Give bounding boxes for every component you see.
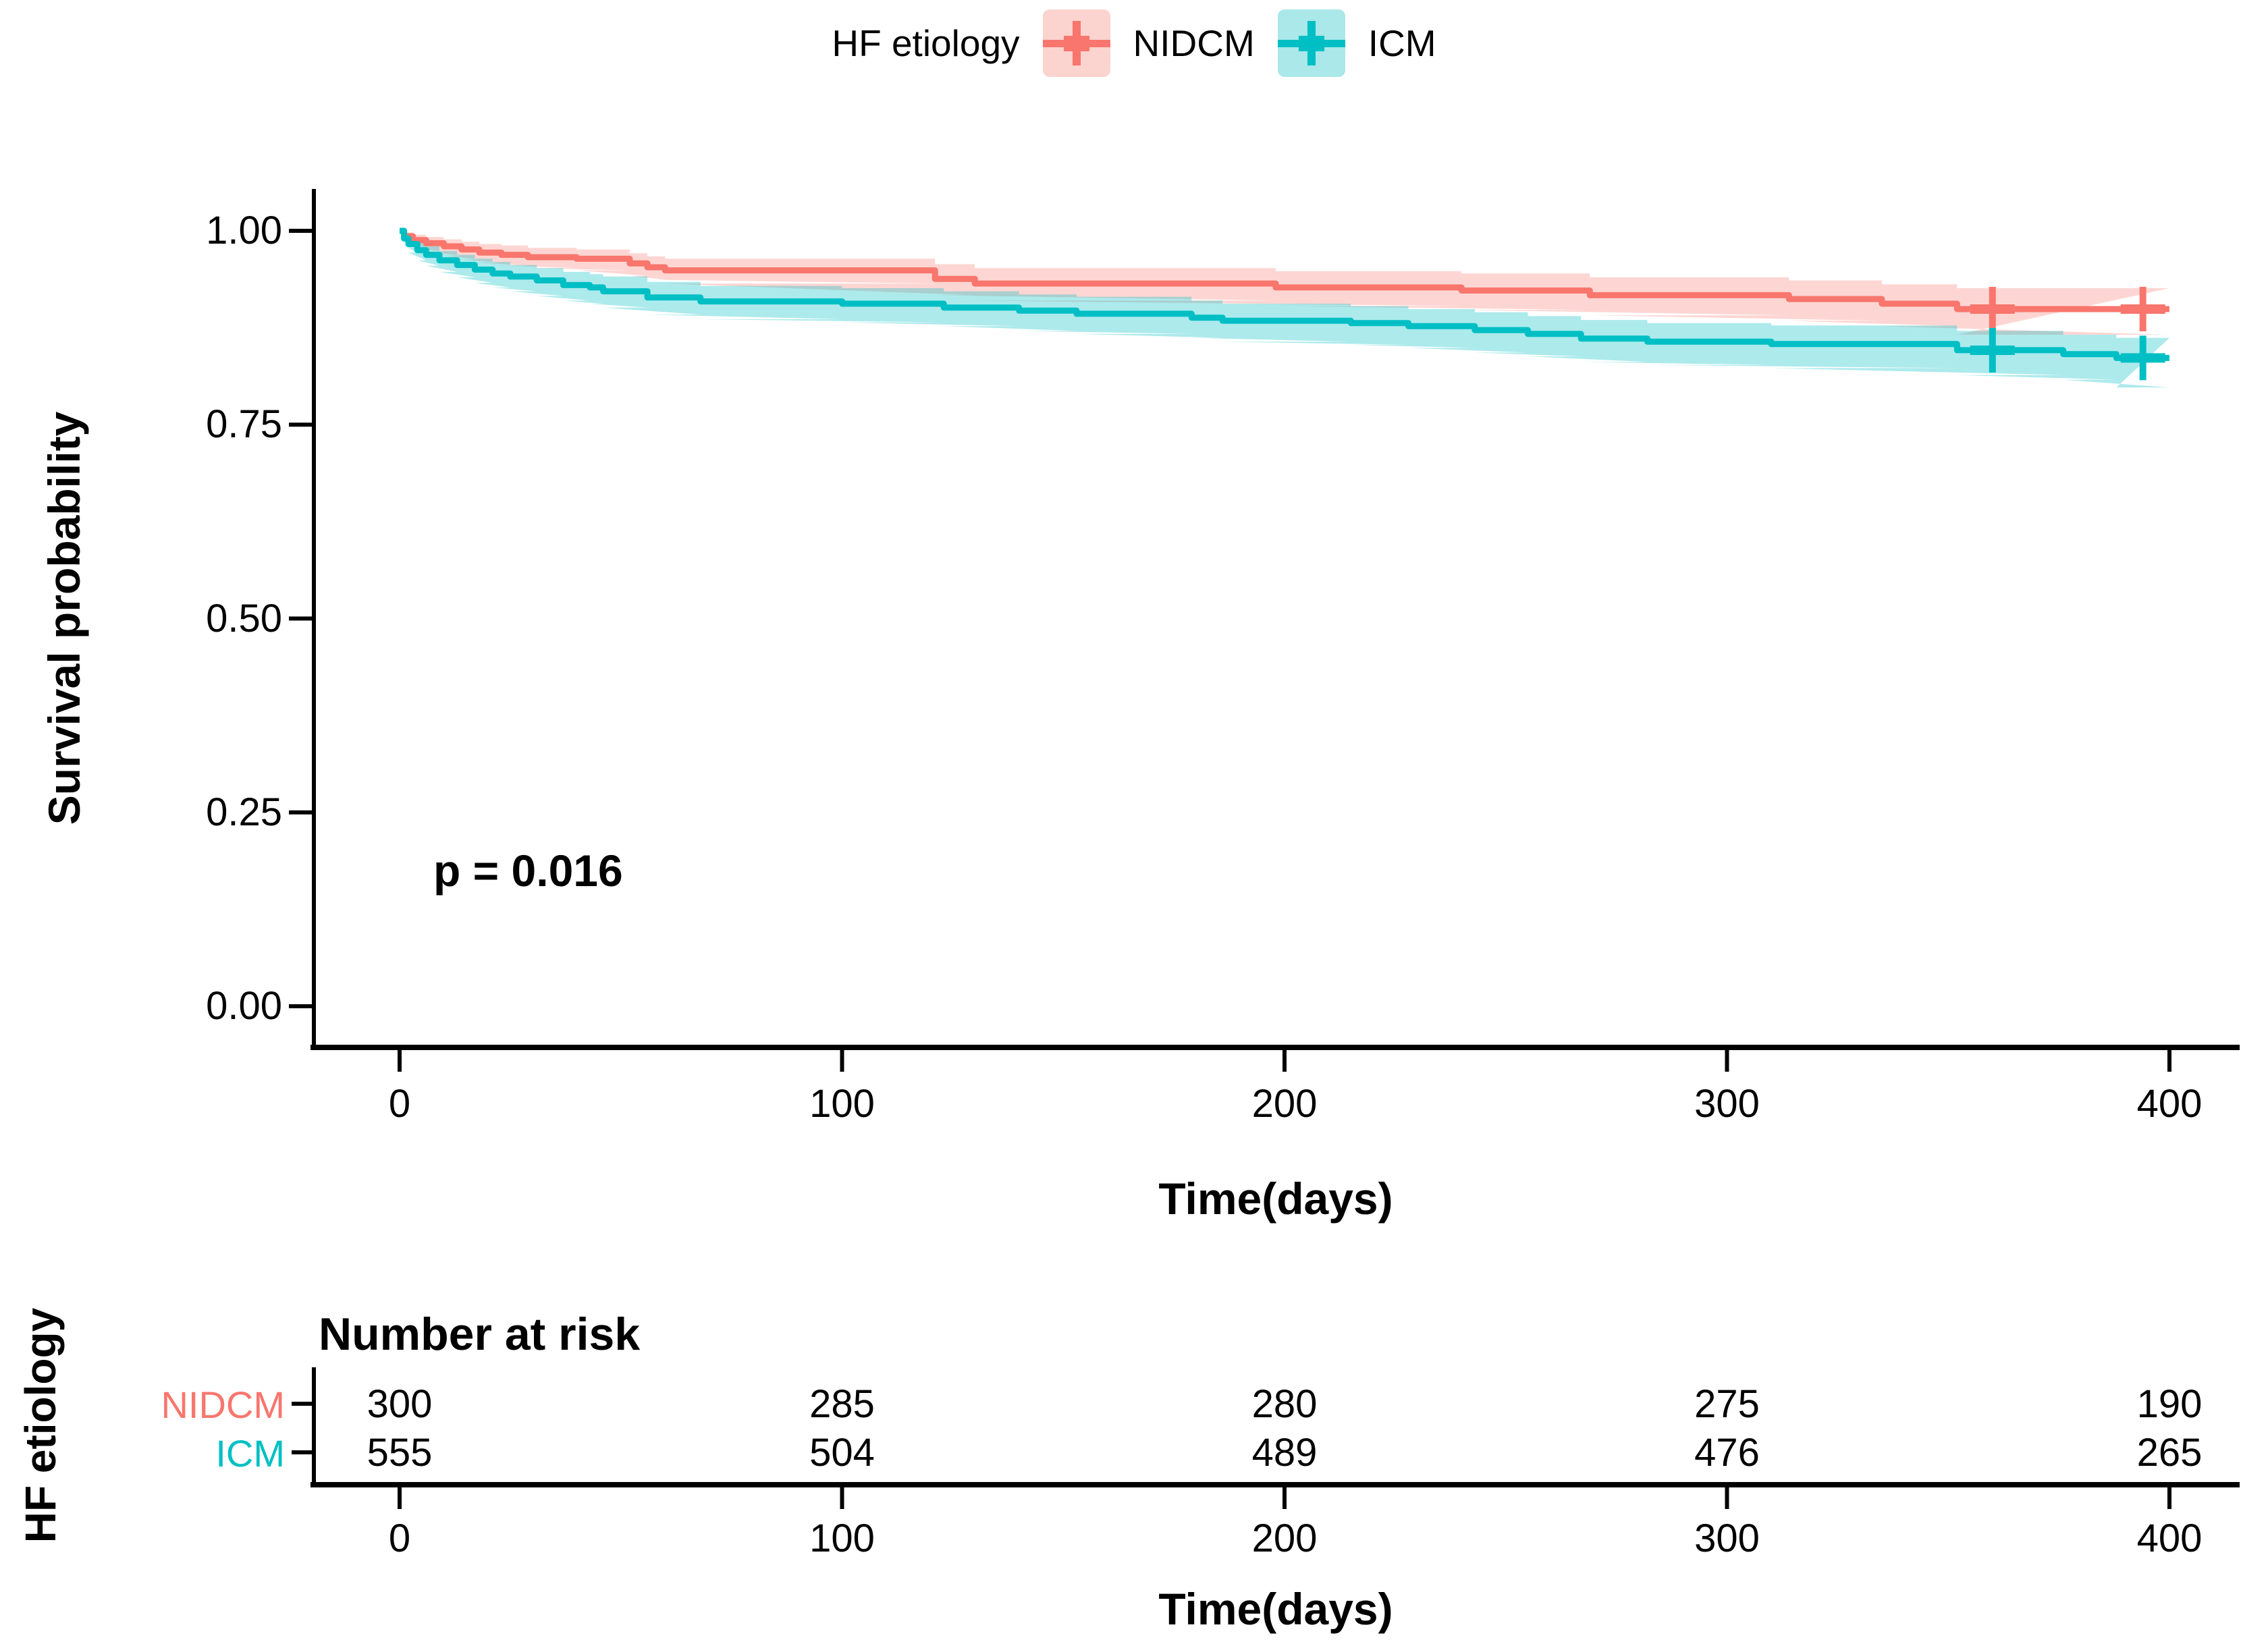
icm-confidence-band xyxy=(400,231,2169,388)
risk-x-tick-label: 0 xyxy=(388,1516,411,1560)
risk-x-tick-label: 300 xyxy=(1694,1516,1760,1560)
risk-count-icm-100: 504 xyxy=(809,1431,875,1475)
risk-table-y-axis-title: HF etiology xyxy=(16,1307,65,1543)
risk-count-nidcm-0: 300 xyxy=(367,1382,433,1426)
icm-legend-key-icon xyxy=(1277,9,1345,77)
legend-label-icm: ICM xyxy=(1368,22,1436,64)
risk-count-icm-0: 555 xyxy=(367,1431,433,1475)
legend-title: HF etiology xyxy=(832,22,1020,64)
x-tick-label: 100 xyxy=(809,1082,875,1126)
risk-x-tick-label: 200 xyxy=(1251,1516,1318,1560)
icm-survival-curve xyxy=(400,227,2169,361)
nidcm-survival-curve xyxy=(400,227,2169,312)
risk-x-tick-label: 400 xyxy=(2136,1516,2203,1560)
risk-count-icm-400: 265 xyxy=(2136,1431,2203,1475)
risk-x-tick-label: 100 xyxy=(809,1516,875,1560)
censor-marks xyxy=(1970,287,2165,381)
x-tick-label: 200 xyxy=(1251,1082,1318,1126)
confidence-bands xyxy=(400,231,2169,388)
x-tick-label: 0 xyxy=(388,1082,411,1126)
x-tick-label: 400 xyxy=(2136,1082,2203,1126)
risk-table-x-axis-title: Time(days) xyxy=(1158,1584,1393,1634)
x-tick-label: 300 xyxy=(1694,1082,1760,1126)
y-tick-label: 1.00 xyxy=(206,209,282,252)
y-tick-label: 0.25 xyxy=(206,790,282,834)
y-axis-title: Survival probability xyxy=(39,411,89,825)
nidcm-plus-vbar xyxy=(1072,21,1081,65)
pvalue-text: p = 0.016 xyxy=(433,846,623,896)
risk-table-title: Number at risk xyxy=(319,1309,641,1360)
risk-count-nidcm-300: 275 xyxy=(1694,1382,1760,1426)
nidcm-confidence-band xyxy=(400,231,2169,335)
risk-row-label-icm: ICM xyxy=(215,1432,285,1475)
risk-row-label-nidcm: NIDCM xyxy=(161,1383,285,1426)
y-tick-label: 0.00 xyxy=(206,984,282,1028)
nidcm-legend-key-icon xyxy=(1042,9,1110,77)
y-tick-label: 0.50 xyxy=(206,596,282,640)
y-tick-label: 0.75 xyxy=(206,402,282,447)
axis-ticks xyxy=(289,229,2171,1509)
risk-count-nidcm-400: 190 xyxy=(2136,1382,2203,1426)
icm-plus-vbar xyxy=(1307,21,1316,65)
survival-curves xyxy=(400,227,2169,361)
x-axis-title: Time(days) xyxy=(1158,1174,1393,1224)
risk-count-icm-200: 489 xyxy=(1251,1431,1318,1475)
legend-label-nidcm: NIDCM xyxy=(1133,22,1255,64)
risk-count-nidcm-200: 280 xyxy=(1251,1382,1318,1426)
risk-count-icm-300: 476 xyxy=(1694,1431,1760,1475)
risk-count-nidcm-100: 285 xyxy=(809,1382,875,1426)
legend: HF etiology NIDCM ICM xyxy=(0,9,2268,77)
